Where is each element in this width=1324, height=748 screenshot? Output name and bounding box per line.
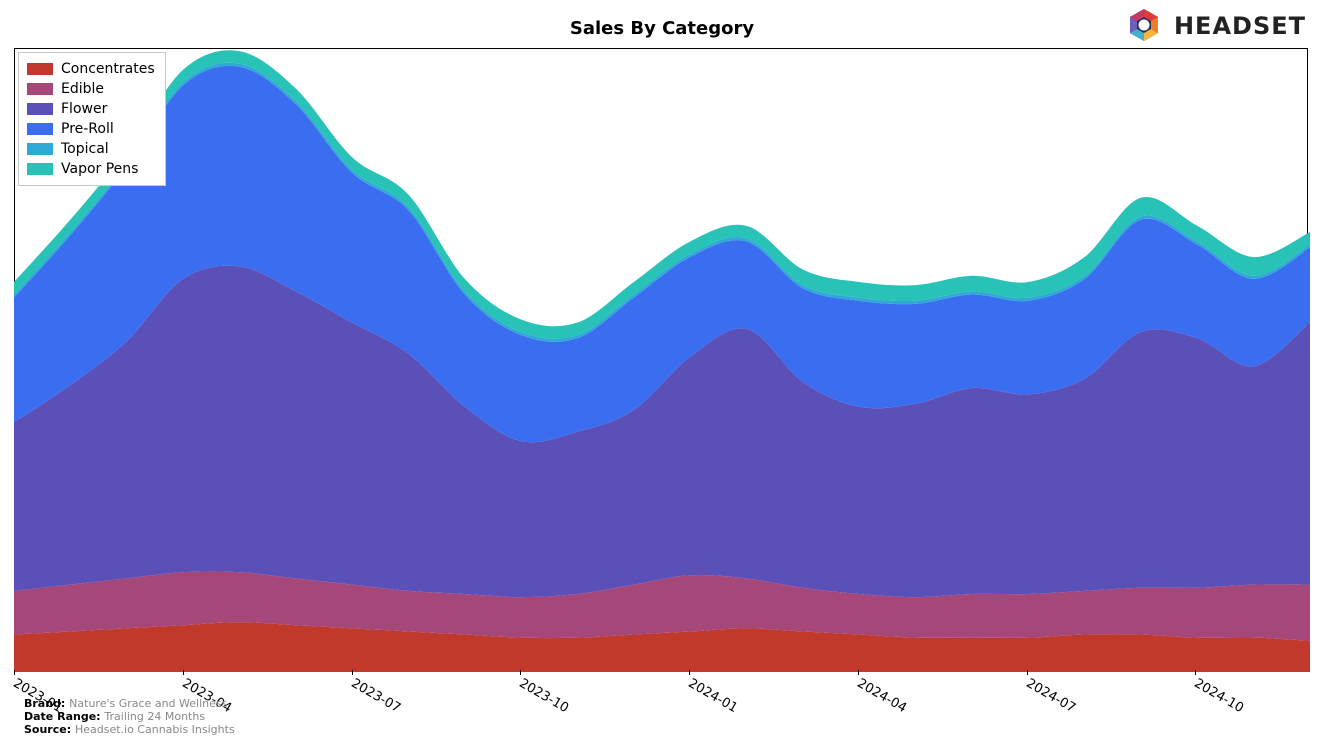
headset-logo-icon	[1124, 6, 1164, 46]
xtick-mark	[858, 670, 859, 675]
brand-logo-text: HEADSET	[1174, 12, 1306, 40]
plot-area	[14, 48, 1308, 670]
xtick-mark	[1027, 670, 1028, 675]
legend-label: Concentrates	[61, 59, 155, 79]
legend-swatch	[27, 103, 53, 115]
legend-swatch	[27, 83, 53, 95]
xtick-mark	[689, 670, 690, 675]
footer-brand-label: Brand:	[24, 697, 69, 710]
legend-swatch	[27, 63, 53, 75]
legend-swatch	[27, 163, 53, 175]
footer-daterange-row: Date Range: Trailing 24 Months	[24, 710, 235, 723]
legend-item: Flower	[27, 99, 155, 119]
chart-footer: Brand: Nature's Grace and Wellness Date …	[24, 697, 235, 736]
footer-brand-row: Brand: Nature's Grace and Wellness	[24, 697, 235, 710]
xtick-label: 2024-10	[1192, 676, 1247, 716]
xtick-label: 2024-01	[686, 676, 741, 716]
legend-label: Topical	[61, 139, 109, 159]
legend-swatch	[27, 123, 53, 135]
legend: ConcentratesEdibleFlowerPre-RollTopicalV…	[18, 52, 166, 186]
footer-daterange-value: Trailing 24 Months	[104, 710, 205, 723]
legend-swatch	[27, 143, 53, 155]
xtick-label: 2023-07	[348, 676, 403, 716]
legend-label: Edible	[61, 79, 104, 99]
xtick-mark	[520, 670, 521, 675]
legend-label: Flower	[61, 99, 107, 119]
footer-daterange-label: Date Range:	[24, 710, 104, 723]
legend-item: Topical	[27, 139, 155, 159]
xtick-mark	[352, 670, 353, 675]
xtick-mark	[14, 670, 15, 675]
footer-source-label: Source:	[24, 723, 75, 736]
footer-source-row: Source: Headset.io Cannabis Insights	[24, 723, 235, 736]
legend-item: Pre-Roll	[27, 119, 155, 139]
brand-logo: HEADSET	[1124, 6, 1306, 46]
legend-item: Edible	[27, 79, 155, 99]
xtick-mark	[1195, 670, 1196, 675]
xtick-label: 2024-04	[854, 676, 909, 716]
xtick-label: 2023-10	[517, 676, 572, 716]
legend-label: Vapor Pens	[61, 159, 138, 179]
xtick-mark	[183, 670, 184, 675]
footer-source-value: Headset.io Cannabis Insights	[75, 723, 235, 736]
footer-brand-value: Nature's Grace and Wellness	[69, 697, 227, 710]
chart-container: Sales By Category HEADSET 2023-012023-04…	[0, 0, 1324, 748]
xtick-label: 2024-07	[1023, 676, 1078, 716]
legend-item: Concentrates	[27, 59, 155, 79]
legend-item: Vapor Pens	[27, 159, 155, 179]
legend-label: Pre-Roll	[61, 119, 114, 139]
